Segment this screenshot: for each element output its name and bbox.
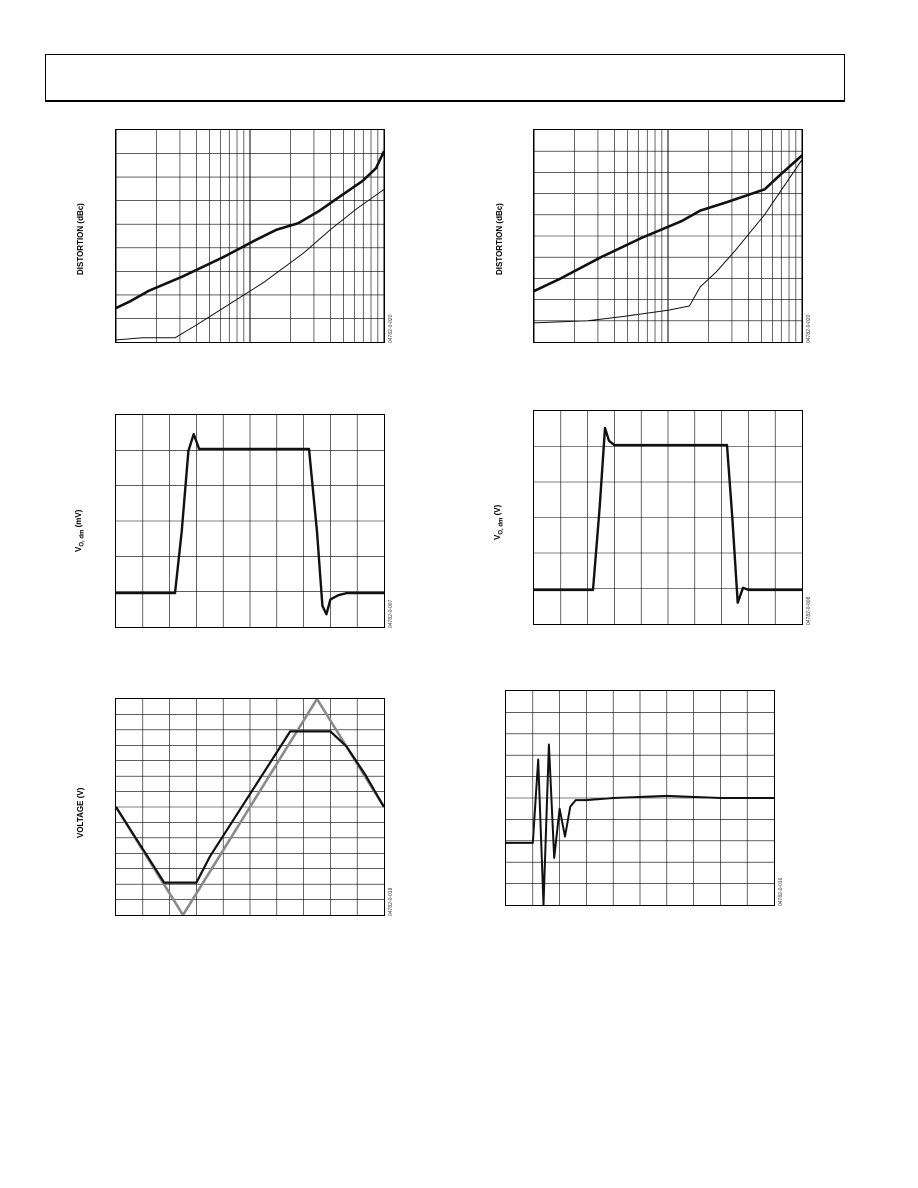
chart-svg — [534, 411, 802, 624]
y-axis-label: DISTORTION (dBc) — [76, 203, 85, 275]
figure-code: 04782-0-020 — [388, 314, 394, 343]
series-line-0 — [506, 743, 774, 905]
chart-pulse-right — [533, 410, 803, 625]
figure-code: 04782-0-016 — [778, 877, 784, 906]
series-line-0 — [116, 432, 384, 616]
series-line-0 — [534, 426, 802, 604]
series-line-1 — [116, 730, 384, 884]
chart-svg — [116, 415, 384, 627]
chart-svg — [116, 699, 384, 915]
chart-pulse-left — [115, 414, 385, 628]
series-line-1 — [116, 188, 384, 341]
y-axis-label: VO, dm (mV) — [74, 509, 86, 552]
chart-distortion-right — [533, 129, 803, 343]
figure-code: 04782-0-020 — [806, 314, 812, 343]
series-line-1 — [534, 159, 802, 324]
chart-svg — [116, 130, 384, 342]
chart-svg — [506, 691, 774, 905]
figure-code: 04782-0-007 — [388, 599, 394, 628]
chart-distortion-left — [115, 129, 385, 343]
figure-code: 04782-0-018 — [388, 887, 394, 916]
y-axis-label: VO, dm (V) — [493, 504, 505, 540]
chart-settling — [505, 690, 775, 906]
figure-code: 04782-0-008 — [806, 596, 812, 625]
y-axis-label: VOLTAGE (V) — [76, 787, 85, 838]
series-line-0 — [116, 150, 384, 310]
chart-overdrive — [115, 698, 385, 916]
chart-svg — [534, 130, 802, 342]
page-header-box — [45, 54, 845, 102]
series-line-0 — [534, 154, 802, 293]
y-axis-label: DISTORTION (dBc) — [495, 203, 504, 275]
